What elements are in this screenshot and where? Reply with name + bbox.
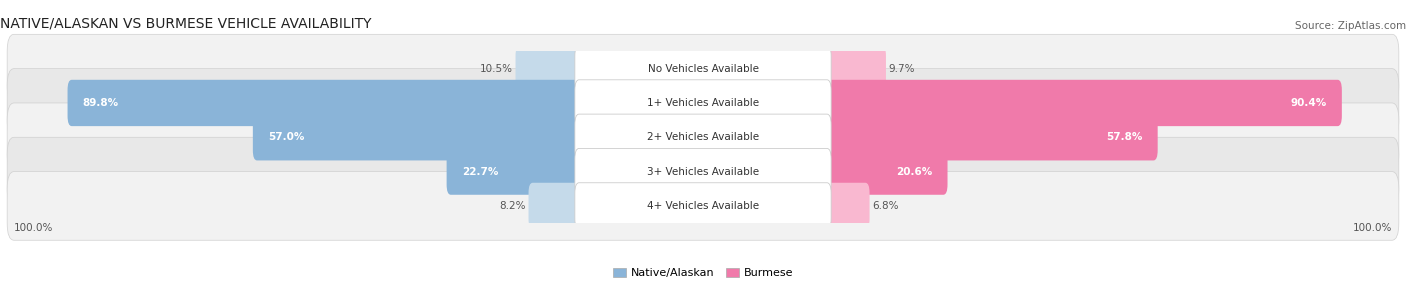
Text: 8.2%: 8.2% [499,201,526,211]
FancyBboxPatch shape [7,103,1399,172]
FancyBboxPatch shape [823,183,869,229]
FancyBboxPatch shape [447,148,583,195]
Text: 4+ Vehicles Available: 4+ Vehicles Available [647,201,759,211]
Text: 22.7%: 22.7% [461,167,498,176]
FancyBboxPatch shape [575,183,831,229]
FancyBboxPatch shape [7,137,1399,206]
Text: 6.8%: 6.8% [872,201,898,211]
Legend: Native/Alaskan, Burmese: Native/Alaskan, Burmese [609,263,797,283]
Text: 89.8%: 89.8% [83,98,120,108]
FancyBboxPatch shape [823,148,948,195]
Text: 100.0%: 100.0% [1353,223,1392,233]
Text: NATIVE/ALASKAN VS BURMESE VEHICLE AVAILABILITY: NATIVE/ALASKAN VS BURMESE VEHICLE AVAILA… [0,17,371,31]
FancyBboxPatch shape [253,114,583,160]
FancyBboxPatch shape [823,114,1157,160]
FancyBboxPatch shape [7,69,1399,137]
FancyBboxPatch shape [7,172,1399,240]
Text: 100.0%: 100.0% [14,223,53,233]
FancyBboxPatch shape [823,45,886,92]
FancyBboxPatch shape [7,34,1399,103]
FancyBboxPatch shape [529,183,583,229]
Text: 57.0%: 57.0% [269,132,304,142]
FancyBboxPatch shape [516,45,583,92]
Text: No Vehicles Available: No Vehicles Available [648,64,758,74]
Text: Source: ZipAtlas.com: Source: ZipAtlas.com [1295,21,1406,31]
FancyBboxPatch shape [823,80,1341,126]
Text: 20.6%: 20.6% [896,167,932,176]
Text: 57.8%: 57.8% [1107,132,1143,142]
FancyBboxPatch shape [575,114,831,160]
Text: 2+ Vehicles Available: 2+ Vehicles Available [647,132,759,142]
Text: 9.7%: 9.7% [889,64,915,74]
Text: 10.5%: 10.5% [479,64,513,74]
Text: 1+ Vehicles Available: 1+ Vehicles Available [647,98,759,108]
Text: 90.4%: 90.4% [1291,98,1327,108]
FancyBboxPatch shape [575,148,831,195]
FancyBboxPatch shape [67,80,583,126]
FancyBboxPatch shape [575,80,831,126]
Text: 3+ Vehicles Available: 3+ Vehicles Available [647,167,759,176]
FancyBboxPatch shape [575,45,831,92]
